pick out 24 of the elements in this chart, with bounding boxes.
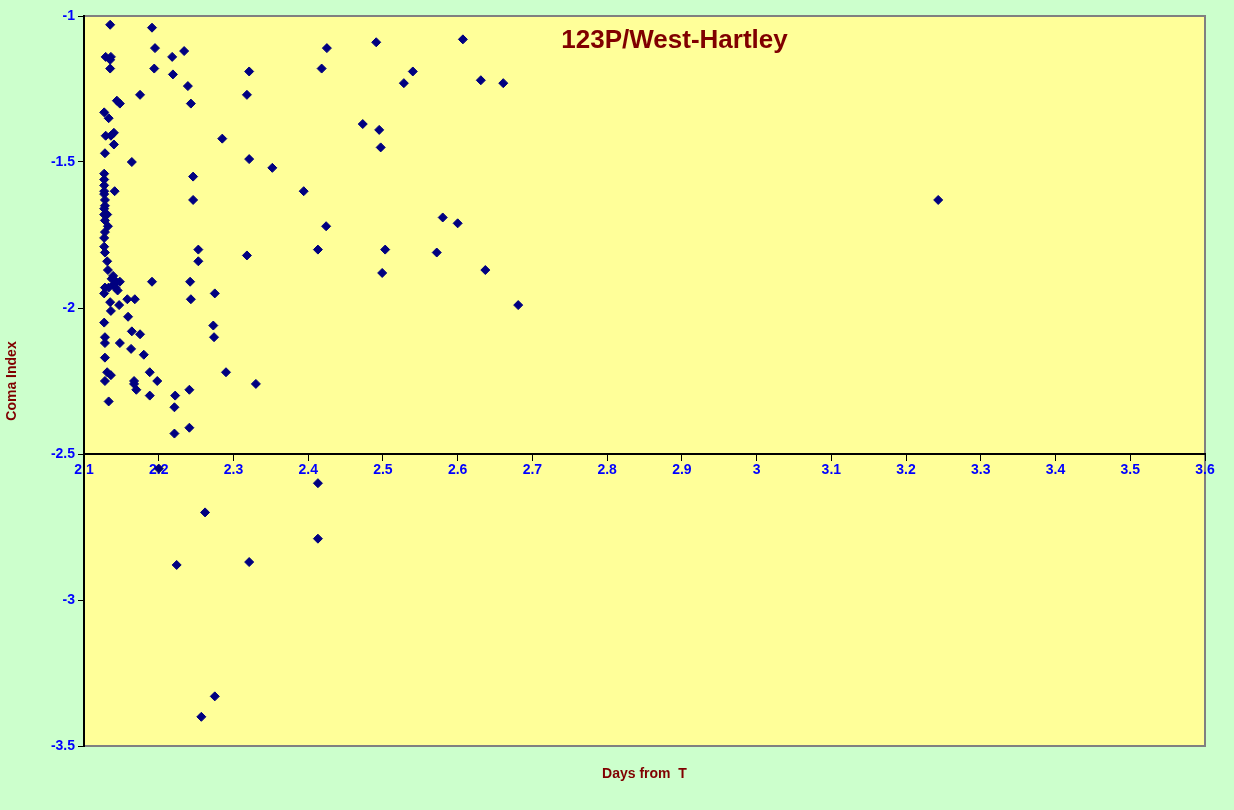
- x-tick-label: 3.2: [896, 461, 917, 478]
- y-tick-label: -1.5: [50, 152, 76, 169]
- x-tick-label: 3.1: [821, 461, 842, 478]
- x-tick-label: 3.6: [1195, 461, 1215, 478]
- x-tick-label: 2.2: [149, 461, 169, 478]
- y-tick-label: -3.5: [50, 736, 76, 753]
- y-axis-title: Coma Index: [3, 341, 20, 421]
- x-tick-label: 2.6: [447, 461, 468, 478]
- y-tick-label: -2: [62, 298, 76, 315]
- x-tick-label: 2.8: [597, 461, 618, 478]
- x-tick-label: 3.5: [1120, 461, 1141, 478]
- y-tick-label: -1: [62, 6, 76, 23]
- x-tick-label: 3.3: [971, 461, 991, 478]
- x-tick-label: 3: [752, 461, 761, 478]
- chart-title: 123P/West-Hartley: [561, 24, 789, 55]
- x-tick-label: 2.5: [373, 461, 393, 478]
- x-tick-label: 3.4: [1045, 461, 1066, 478]
- x-tick-label: 2.3: [223, 461, 244, 478]
- x-tick-label: 2.9: [672, 461, 692, 478]
- x-tick-label: 2.4: [298, 461, 319, 478]
- y-tick-label: -2.5: [50, 444, 76, 461]
- x-tick-label: 2.7: [522, 461, 543, 478]
- x-axis-title: Days from T: [602, 764, 688, 781]
- y-tick-label: -3: [62, 590, 76, 607]
